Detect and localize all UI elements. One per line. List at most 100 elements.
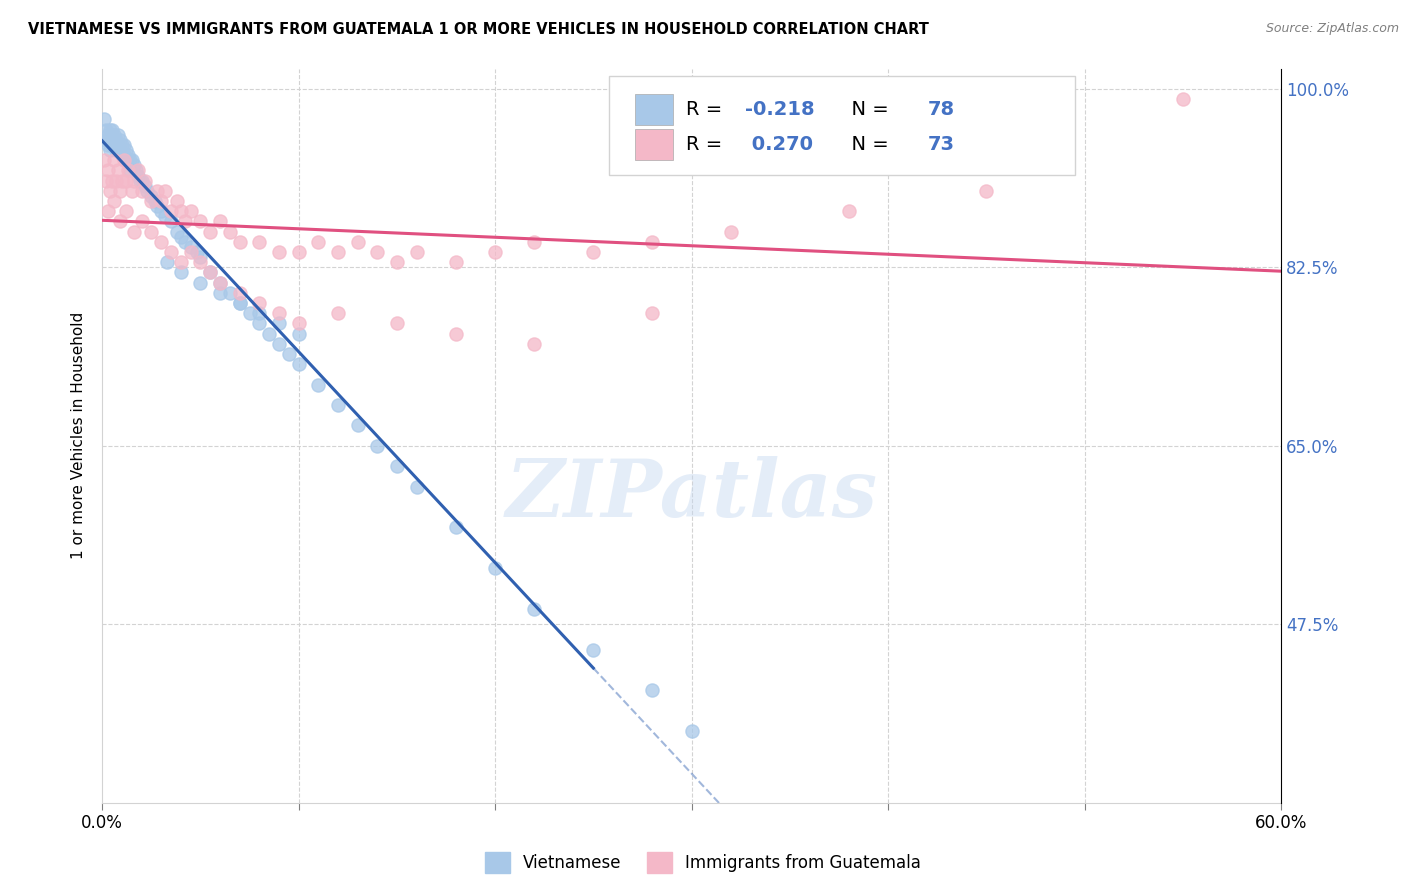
Point xyxy=(160,214,183,228)
Point xyxy=(101,122,124,136)
Point xyxy=(112,148,135,162)
Point xyxy=(114,174,136,188)
Point xyxy=(101,133,124,147)
Point xyxy=(523,336,546,351)
Point xyxy=(307,235,329,249)
Point xyxy=(247,306,270,320)
Point xyxy=(97,163,120,178)
Point xyxy=(146,184,169,198)
Point xyxy=(229,285,252,300)
Point xyxy=(186,245,208,260)
Point xyxy=(247,317,270,331)
Text: Source: ZipAtlas.com: Source: ZipAtlas.com xyxy=(1265,22,1399,36)
Point xyxy=(267,317,290,331)
Point xyxy=(366,245,388,260)
Point xyxy=(98,122,121,136)
Point xyxy=(134,174,156,188)
Point xyxy=(97,138,120,153)
Point xyxy=(111,148,134,162)
Text: ZIPatlas: ZIPatlas xyxy=(506,456,877,533)
Point xyxy=(582,245,605,260)
FancyBboxPatch shape xyxy=(636,95,672,125)
Point xyxy=(173,214,195,228)
Point xyxy=(267,245,290,260)
Point xyxy=(146,199,169,213)
Point xyxy=(141,225,163,239)
Point xyxy=(190,276,212,290)
Point xyxy=(166,194,188,208)
Point xyxy=(111,174,134,188)
Point xyxy=(103,138,125,153)
Point xyxy=(103,153,125,168)
Point xyxy=(124,163,146,178)
Point xyxy=(405,479,427,493)
Text: R =: R = xyxy=(686,136,728,154)
Legend: Vietnamese, Immigrants from Guatemala: Vietnamese, Immigrants from Guatemala xyxy=(478,846,928,880)
Point xyxy=(229,235,252,249)
Point xyxy=(385,459,408,474)
Point xyxy=(641,306,664,320)
Point xyxy=(117,148,139,162)
Point xyxy=(114,143,136,157)
Point xyxy=(238,306,260,320)
Point xyxy=(93,112,115,127)
Point xyxy=(385,255,408,269)
Point xyxy=(94,122,117,136)
FancyBboxPatch shape xyxy=(636,129,672,161)
Point xyxy=(108,133,131,147)
Point xyxy=(641,683,664,698)
Point xyxy=(247,235,270,249)
Text: 73: 73 xyxy=(928,136,955,154)
Point xyxy=(170,229,193,244)
Point xyxy=(523,602,546,616)
Y-axis label: 1 or more Vehicles in Household: 1 or more Vehicles in Household xyxy=(72,312,86,559)
Point xyxy=(209,276,232,290)
Point xyxy=(160,245,183,260)
Point xyxy=(180,245,202,260)
Point xyxy=(287,326,309,341)
Point xyxy=(346,235,368,249)
Point xyxy=(104,133,127,147)
Point xyxy=(127,163,149,178)
Point xyxy=(200,265,222,279)
Point xyxy=(111,138,134,153)
Point xyxy=(523,235,546,249)
Point xyxy=(257,326,280,341)
Point xyxy=(385,317,408,331)
Point xyxy=(114,153,136,168)
Text: -0.218: -0.218 xyxy=(745,100,814,120)
Point xyxy=(277,347,299,361)
Point xyxy=(307,377,329,392)
Point xyxy=(209,276,232,290)
Text: N =: N = xyxy=(839,136,896,154)
Point xyxy=(173,235,195,249)
Point xyxy=(180,204,202,219)
Point xyxy=(326,245,349,260)
Point xyxy=(131,174,153,188)
Point xyxy=(287,245,309,260)
Text: R =: R = xyxy=(686,100,728,120)
Point xyxy=(444,326,467,341)
Point xyxy=(267,306,290,320)
Point xyxy=(153,210,176,224)
Point xyxy=(200,265,222,279)
Point xyxy=(229,296,252,310)
Point xyxy=(170,255,193,269)
Point xyxy=(107,163,129,178)
Point xyxy=(141,194,163,208)
Point xyxy=(681,724,703,739)
Point xyxy=(131,184,153,198)
Point xyxy=(484,561,506,575)
Point xyxy=(122,174,145,188)
Point xyxy=(101,174,124,188)
Point xyxy=(94,133,117,147)
Point xyxy=(143,194,166,208)
Point xyxy=(170,265,193,279)
Point xyxy=(180,240,202,254)
Point xyxy=(112,153,135,168)
Point xyxy=(107,128,129,142)
Text: 0.270: 0.270 xyxy=(745,136,813,154)
Point xyxy=(150,235,173,249)
Point xyxy=(720,225,742,239)
Point xyxy=(103,128,125,142)
